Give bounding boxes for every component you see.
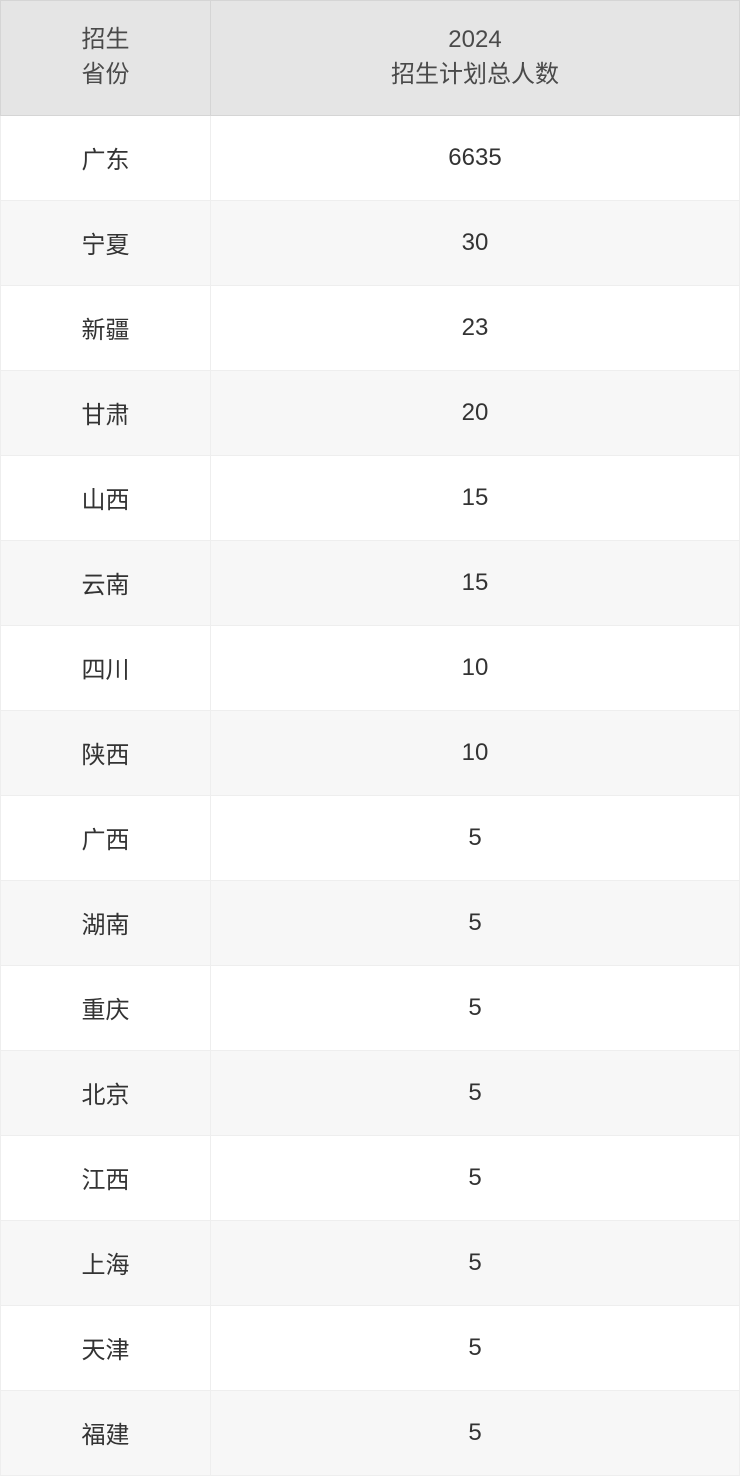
cell-count: 5 [211, 880, 740, 965]
table-row: 宁夏 30 [1, 200, 740, 285]
cell-count: 10 [211, 710, 740, 795]
table-row: 云南 15 [1, 540, 740, 625]
cell-count: 5 [211, 1220, 740, 1305]
header-province-line2: 省份 [82, 61, 130, 88]
cell-province: 山西 [1, 455, 211, 540]
table-row: 山西 15 [1, 455, 740, 540]
cell-province: 上海 [1, 1220, 211, 1305]
cell-province: 福建 [1, 1390, 211, 1475]
cell-count: 10 [211, 625, 740, 710]
table-row: 湖南 5 [1, 880, 740, 965]
table-body: 广东 6635 宁夏 30 新疆 23 甘肃 20 山西 15 云南 15 四川… [1, 115, 740, 1475]
cell-province: 重庆 [1, 965, 211, 1050]
cell-count: 30 [211, 200, 740, 285]
table-row: 上海 5 [1, 1220, 740, 1305]
table-row: 陕西 10 [1, 710, 740, 795]
enrollment-table: 招生 省份 2024 招生计划总人数 广东 6635 宁夏 30 新疆 23 甘… [0, 0, 740, 1476]
table-row: 北京 5 [1, 1050, 740, 1135]
table-row: 广西 5 [1, 795, 740, 880]
cell-province: 甘肃 [1, 370, 211, 455]
cell-count: 6635 [211, 115, 740, 200]
cell-count: 5 [211, 1305, 740, 1390]
table-row: 福建 5 [1, 1390, 740, 1475]
table-row: 江西 5 [1, 1135, 740, 1220]
cell-province: 四川 [1, 625, 211, 710]
cell-count: 20 [211, 370, 740, 455]
header-count-line1: 2024 [448, 26, 501, 53]
cell-province: 湖南 [1, 880, 211, 965]
cell-province: 新疆 [1, 285, 211, 370]
cell-province: 广东 [1, 115, 211, 200]
cell-province: 江西 [1, 1135, 211, 1220]
cell-count: 5 [211, 1390, 740, 1475]
table-row: 天津 5 [1, 1305, 740, 1390]
cell-province: 北京 [1, 1050, 211, 1135]
column-header-count: 2024 招生计划总人数 [211, 1, 740, 116]
cell-province: 陕西 [1, 710, 211, 795]
cell-count: 5 [211, 1050, 740, 1135]
table-row: 新疆 23 [1, 285, 740, 370]
header-count-line2: 招生计划总人数 [391, 61, 559, 88]
header-province-line1: 招生 [82, 26, 130, 53]
cell-count: 15 [211, 455, 740, 540]
table-row: 甘肃 20 [1, 370, 740, 455]
cell-count: 23 [211, 285, 740, 370]
column-header-province: 招生 省份 [1, 1, 211, 116]
cell-count: 5 [211, 1135, 740, 1220]
table-row: 四川 10 [1, 625, 740, 710]
table-row: 广东 6635 [1, 115, 740, 200]
cell-province: 云南 [1, 540, 211, 625]
cell-count: 5 [211, 965, 740, 1050]
cell-count: 5 [211, 795, 740, 880]
cell-province: 天津 [1, 1305, 211, 1390]
table-header: 招生 省份 2024 招生计划总人数 [1, 1, 740, 116]
cell-province: 宁夏 [1, 200, 211, 285]
table-row: 重庆 5 [1, 965, 740, 1050]
cell-count: 15 [211, 540, 740, 625]
cell-province: 广西 [1, 795, 211, 880]
